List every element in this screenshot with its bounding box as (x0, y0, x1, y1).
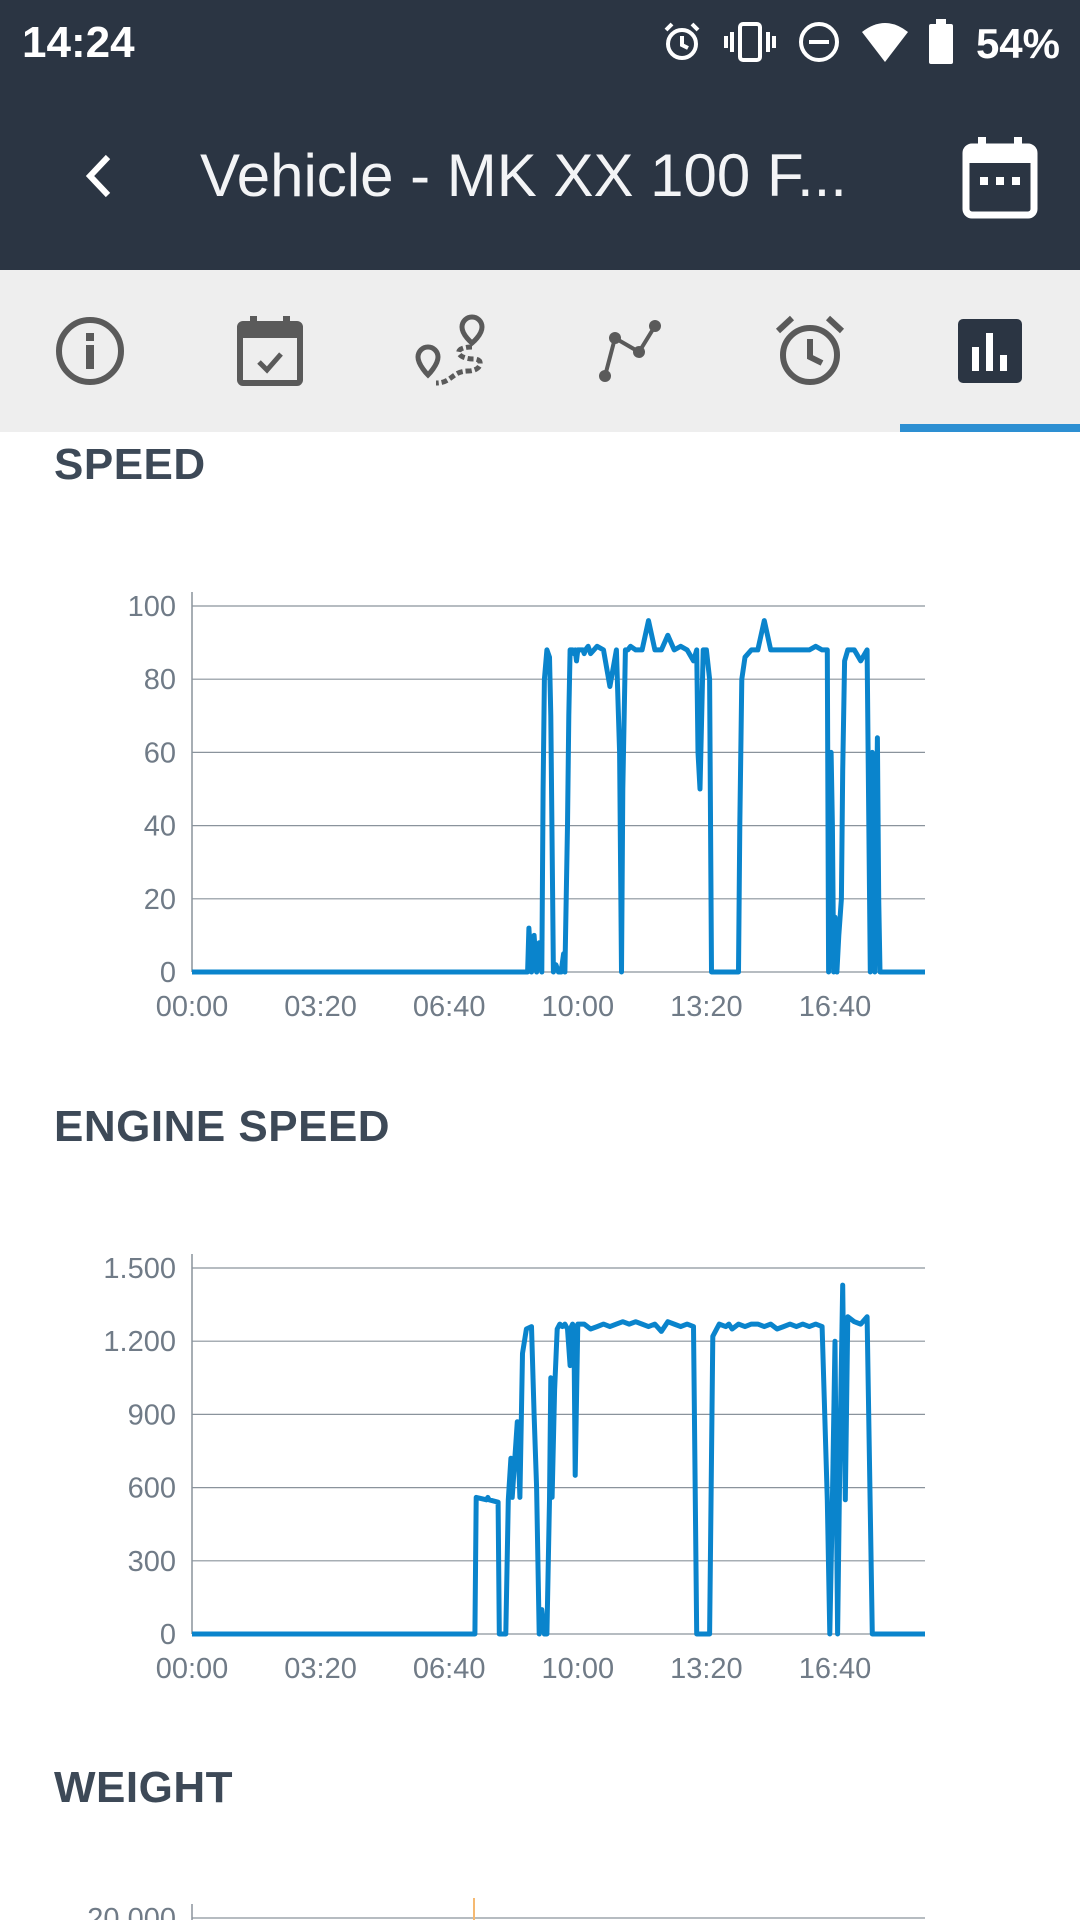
speed-chart: 0 20 40 60 80 100 00:00 03:20 06:40 10:00 13:20 16:… (128, 591, 925, 1023)
speed-chart-y-tick-label: 0 (160, 957, 176, 989)
tab-calendar[interactable] (180, 270, 360, 432)
engine-speed-chart-y-tick-label: 0 (160, 1619, 176, 1651)
engine-speed-chart-y-tick-label: 300 (128, 1546, 176, 1578)
bar-chart-icon (958, 319, 1022, 383)
calendar-button[interactable] (950, 128, 1050, 228)
weight-section-title: WEIGHT (54, 1763, 233, 1812)
do-not-disturb-icon (796, 19, 842, 70)
weight-chart: 20.000 (87, 1898, 925, 1920)
vibrate-icon (722, 20, 778, 69)
alarm-icon (660, 20, 704, 69)
status-bar: 14:24 54% (0, 0, 1080, 86)
speed-section-title: SPEED (54, 440, 206, 489)
engine-speed-chart-y-tick-label: 1.200 (103, 1326, 176, 1358)
speed-chart-series-line (192, 618, 925, 975)
chevron-left-icon (85, 154, 111, 198)
engine-speed-chart-x-tick-label: 13:20 (670, 1653, 743, 1685)
tab-route[interactable] (360, 270, 540, 432)
engine-speed-chart-y-tick-label: 1.500 (103, 1253, 176, 1285)
speed-chart-x-tick-label: 03:20 (284, 991, 357, 1023)
engine-speed-chart-x-tick-label: 16:40 (799, 1653, 872, 1685)
polyline-icon (599, 320, 661, 382)
wifi-icon (860, 20, 910, 69)
page-title: Vehicle - MK XX 100 F... (200, 142, 847, 209)
speed-chart-y-tick-label: 20 (144, 884, 176, 916)
status-time: 14:24 (22, 18, 135, 67)
engine-speed-chart-x-tick-label: 00:00 (156, 1653, 229, 1685)
speed-chart-y-tick-label: 60 (144, 737, 176, 769)
engine-speed-chart-series-line (192, 1282, 925, 1637)
speed-chart-x-tick-label: 13:20 (670, 991, 743, 1023)
engine-speed-chart: 0 300 600 900 1.200 1.500 00:00 03:20 06:40 10:00… (103, 1253, 925, 1685)
speed-chart-y-tick-label: 100 (128, 591, 176, 623)
info-icon (56, 317, 124, 385)
speed-chart-x-tick-label: 06:40 (413, 991, 486, 1023)
calendar-check-icon (237, 316, 303, 386)
speed-chart-y-tick-label: 80 (144, 664, 176, 696)
speed-chart-x-tick-label: 16:40 (799, 991, 872, 1023)
engine-speed-chart-x-tick-label: 10:00 (542, 1653, 615, 1685)
tab-bar (0, 270, 1080, 432)
speed-chart-y-tick-label: 40 (144, 811, 176, 843)
status-icons: 54% (660, 14, 1060, 74)
speed-chart-x-tick-label: 00:00 (156, 991, 229, 1023)
calendar-icon (962, 137, 1038, 219)
battery-icon (928, 18, 954, 70)
engine-speed-chart-x-tick-label: 06:40 (413, 1653, 486, 1685)
tab-timer[interactable] (720, 270, 900, 432)
tab-info[interactable] (0, 270, 180, 432)
weight-chart-y-tick-label: 20.000 (87, 1903, 176, 1920)
engine-speed-section-title: ENGINE SPEED (54, 1102, 391, 1151)
app-bar: Vehicle - MK XX 100 F... (0, 86, 1080, 270)
tab-charts[interactable] (900, 270, 1080, 432)
alarm-clock-icon (775, 315, 845, 385)
speed-chart-x-tick-label: 10:00 (542, 991, 615, 1023)
back-button[interactable] (60, 136, 140, 216)
engine-speed-chart-y-tick-label: 900 (128, 1399, 176, 1431)
battery-percentage: 54% (975, 20, 1060, 67)
tab-track[interactable] (540, 270, 720, 432)
engine-speed-chart-x-tick-label: 03:20 (284, 1653, 357, 1685)
engine-speed-chart-y-tick-label: 600 (128, 1473, 176, 1505)
tab-indicator (900, 424, 1080, 432)
route-icon (415, 314, 485, 386)
